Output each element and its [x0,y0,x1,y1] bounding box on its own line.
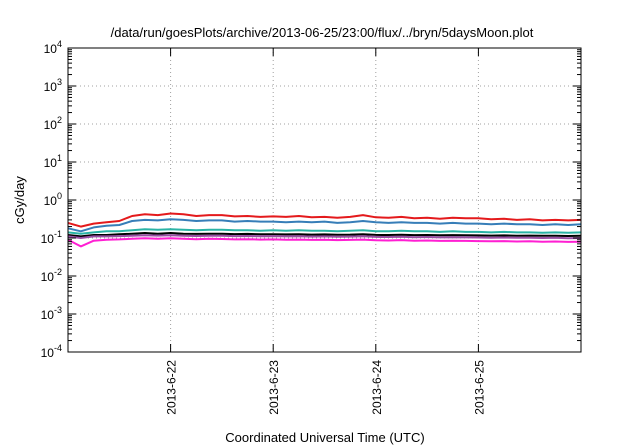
y-tick-exponent: 2 [57,115,62,125]
series-line [67,237,582,248]
series-line [67,232,582,238]
chart-title: /data/run/goesPlots/archive/2013-06-25/2… [111,25,534,40]
y-tick-label: 102 [44,115,62,132]
y-tick-exponent: 1 [57,153,62,163]
y-tick-exponent: 3 [57,77,62,87]
y-tick-label: 10-2 [41,267,62,284]
y-tick-exponent: 4 [57,39,62,49]
series-line [67,218,582,233]
x-tick-label: 2013-6-24 [370,360,384,415]
x-tick-label: 2013-6-22 [165,360,179,415]
y-axis-label: cGy/day [12,176,27,224]
y-tick-label: 10-1 [41,229,62,246]
y-tick-label: 10-3 [41,305,62,322]
x-axis-label: Coordinated Universal Time (UTC) [225,430,424,445]
y-tick-exponent: -3 [54,305,62,315]
y-tick-label: 101 [44,153,62,170]
plot-series [67,212,582,248]
grid [68,48,581,352]
y-tick-label: 103 [44,77,62,94]
x-tick-label: 2013-6-25 [472,360,486,415]
y-tick-exponent: -2 [54,267,62,277]
y-tick-exponent: -4 [54,343,62,353]
x-axis: 2013-6-22 2013-6-23 2013-6-24 2013-6-25 [165,48,486,415]
x-tick-label: 2013-6-23 [267,360,281,415]
y-tick-label: 100 [44,191,62,208]
y-tick-exponent: -1 [54,229,62,239]
y-tick-label: 10-4 [41,343,62,360]
series-line [67,212,582,228]
y-tick-label: 104 [44,39,62,56]
series-line [67,234,582,240]
series-line [67,228,582,235]
y-tick-exponent: 0 [57,191,62,201]
